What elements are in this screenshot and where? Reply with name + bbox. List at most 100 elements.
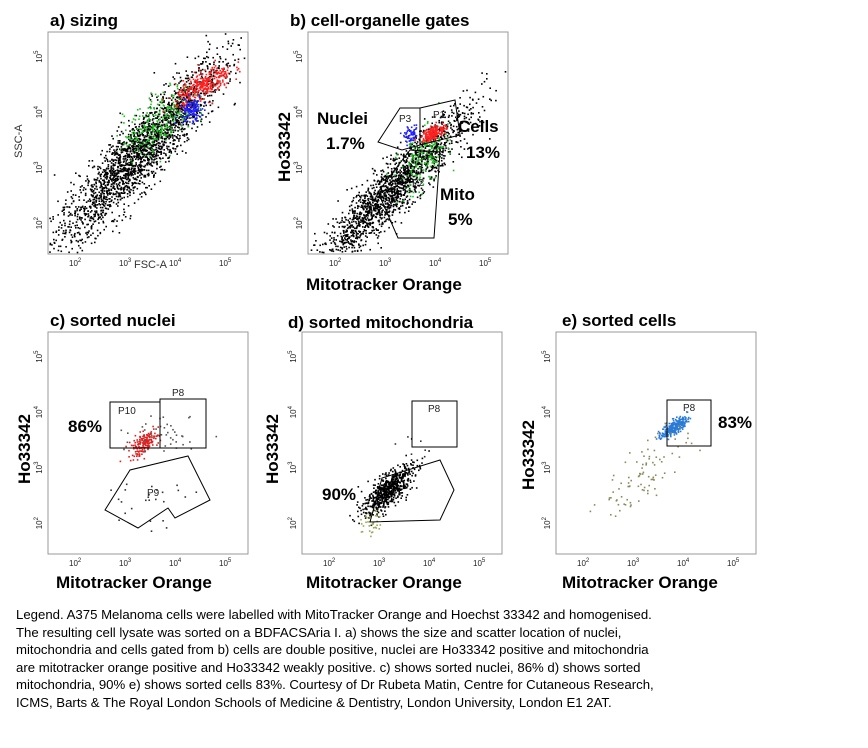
scatter-point	[92, 232, 94, 235]
scatter-point	[121, 176, 124, 179]
scatter-point	[188, 82, 191, 85]
scatter-point	[441, 153, 443, 156]
scatter-point	[152, 145, 155, 148]
scatter-point	[103, 187, 106, 190]
scatter-point	[351, 224, 354, 226]
scatter-point	[85, 207, 88, 210]
scatter-point	[360, 204, 363, 207]
scatter-point	[205, 91, 208, 94]
scatter-point	[414, 139, 417, 141]
scatter-point	[164, 119, 166, 121]
scatter-point	[447, 151, 450, 153]
scatter-point	[403, 172, 405, 175]
scatter-point	[164, 134, 167, 137]
scatter-point	[342, 243, 345, 246]
scatter-point	[192, 108, 194, 111]
scatter-point	[195, 103, 198, 106]
scatter-point	[156, 128, 158, 130]
scatter-point	[422, 177, 425, 180]
scatter-point	[378, 183, 381, 185]
scatter-point	[129, 130, 131, 132]
scatter-point	[365, 214, 368, 216]
scatter-point	[176, 96, 179, 98]
scatter-point	[165, 117, 168, 119]
scatter-point	[401, 166, 404, 168]
scatter-point	[455, 133, 457, 136]
scatter-point	[137, 198, 140, 201]
scatter-point	[177, 134, 179, 136]
scatter-point	[133, 148, 135, 151]
scatter-point	[141, 153, 144, 155]
scatter-point	[53, 242, 56, 244]
scatter-point	[383, 194, 385, 197]
scatter-point	[136, 156, 138, 159]
scatter-point	[341, 211, 344, 214]
scatter-point	[426, 128, 429, 131]
scatter-point	[361, 194, 363, 197]
scatter-point	[364, 203, 367, 205]
scatter-point	[411, 154, 413, 156]
scatter-point	[105, 173, 107, 176]
scatter-point	[452, 169, 455, 172]
scatter-point	[178, 94, 180, 97]
scatter-point	[445, 128, 448, 130]
scatter-point	[490, 99, 492, 102]
scatter-point	[125, 162, 127, 164]
scatter-point	[167, 85, 170, 87]
scatter-point	[445, 147, 447, 149]
scatter-point	[102, 221, 105, 224]
scatter-point	[153, 140, 156, 143]
scatter-point	[114, 198, 116, 200]
scatter-point	[146, 143, 148, 146]
scatter-point	[87, 210, 89, 212]
scatter-point	[433, 143, 435, 146]
scatter-point	[422, 125, 424, 128]
scatter-point	[169, 128, 171, 130]
scatter-point	[162, 118, 165, 121]
scatter-point	[161, 168, 164, 171]
scatter-point	[367, 189, 369, 192]
scatter-point	[181, 115, 184, 118]
scatter-point	[414, 150, 417, 153]
scatter-point	[406, 178, 408, 181]
scatter-point	[91, 166, 94, 169]
scatter-point	[113, 176, 115, 178]
scatter-point	[100, 213, 102, 216]
scatter-point	[141, 160, 144, 163]
scatter-point	[466, 142, 468, 145]
scatter-point	[150, 128, 153, 130]
scatter-point	[178, 113, 181, 115]
scatter-point	[122, 182, 124, 184]
scatter-point	[408, 187, 411, 190]
scatter-point	[371, 210, 373, 212]
scatter-point	[370, 218, 373, 221]
scatter-point	[440, 159, 443, 162]
scatter-point	[323, 231, 326, 234]
scatter-point	[120, 164, 122, 166]
scatter-point	[148, 97, 151, 99]
scatter-point	[367, 213, 369, 215]
scatter-point	[179, 109, 182, 111]
scatter-point	[395, 169, 398, 172]
scatter-point	[176, 106, 178, 108]
scatter-point	[431, 153, 433, 156]
scatter-point	[434, 125, 437, 127]
scatter-point	[172, 147, 175, 150]
scatter-point	[176, 116, 179, 119]
scatter-point	[172, 131, 175, 133]
scatter-point	[191, 127, 193, 130]
scatter-point	[341, 240, 344, 243]
scatter-point	[400, 205, 402, 207]
scatter-point	[380, 192, 382, 194]
scatter-point	[58, 226, 60, 228]
scatter-point	[426, 161, 429, 163]
scatter-point	[222, 68, 224, 71]
scatter-point	[396, 178, 399, 181]
scatter-point	[377, 229, 379, 231]
scatter-point	[454, 103, 456, 105]
scatter-point	[229, 65, 231, 67]
scatter-point	[369, 248, 371, 251]
scatter-point	[108, 179, 110, 182]
scatter-point	[112, 201, 115, 204]
scatter-point	[353, 220, 355, 223]
